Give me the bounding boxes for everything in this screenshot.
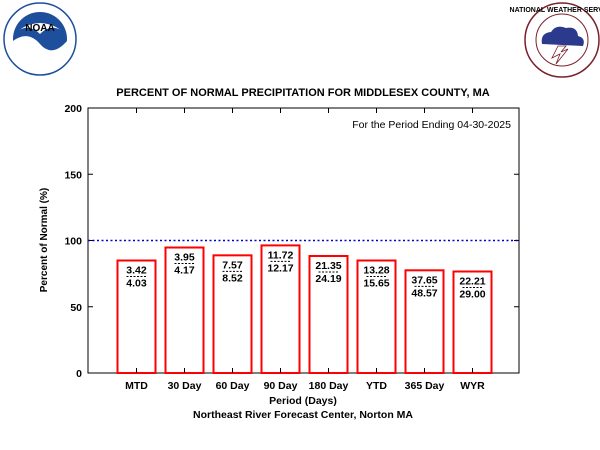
normal-value-label: 12.17	[267, 262, 293, 274]
y-tick-label: 200	[64, 103, 82, 115]
footer-credit: Northeast River Forecast Center, Norton …	[193, 409, 413, 421]
observed-value-label: 11.72	[268, 249, 294, 261]
x-axis: MTD 30 Day 60 Day 90 Day 180 Day YTD 365 Day WY…	[125, 108, 485, 392]
observed-value-label: 37.65	[411, 274, 437, 286]
observed-value-label: 21.35	[315, 260, 341, 272]
y-tick-label: 0	[76, 368, 82, 380]
chart-subtitle: For the Period Ending 04-30-2025	[352, 119, 511, 131]
y-tick-label: 150	[64, 169, 82, 181]
x-axis-label: Period (Days)	[269, 395, 337, 407]
x-tick-label: 365 Day	[405, 380, 445, 392]
x-tick-label: WYR	[460, 380, 485, 392]
normal-value-label: 24.19	[315, 273, 341, 285]
normal-value-label: 4.17	[174, 265, 195, 277]
noaa-logo-label: NOAA	[25, 23, 54, 34]
x-tick-label: 60 Day	[216, 380, 250, 392]
normal-value-label: 8.52	[222, 272, 243, 284]
y-axis-label: Percent of Normal (%)	[39, 188, 50, 292]
normal-value-label: 15.65	[363, 278, 389, 290]
observed-value-label: 3.95	[174, 252, 195, 264]
observed-value-label: 22.21	[459, 276, 485, 288]
noaa-logo-icon: NOAA	[3, 2, 77, 76]
x-tick-label: 30 Day	[168, 380, 202, 392]
chart-title: PERCENT OF NORMAL PRECIPITATION FOR MIDD…	[116, 87, 489, 99]
normal-value-label: 48.57	[411, 287, 437, 299]
observed-value-label: 7.57	[222, 259, 243, 271]
x-tick-label: 90 Day	[264, 380, 298, 392]
y-axis: 0 50 100 150 200	[64, 103, 519, 380]
national-weather-service-logo-icon: NATIONAL WEATHER SERVICE	[510, 2, 600, 78]
y-tick-label: 50	[70, 302, 82, 314]
x-tick-label: MTD	[125, 380, 148, 392]
svg-text:NATIONAL WEATHER SERVICE: NATIONAL WEATHER SERVICE	[510, 7, 600, 14]
observed-value-label: 3.42	[126, 265, 147, 277]
normal-value-label: 29.00	[459, 289, 485, 301]
observed-value-label: 13.28	[363, 265, 389, 277]
normal-value-label: 4.03	[126, 278, 147, 290]
y-tick-label: 100	[64, 236, 82, 248]
x-tick-label: YTD	[366, 380, 387, 392]
x-tick-label: 180 Day	[309, 380, 349, 392]
